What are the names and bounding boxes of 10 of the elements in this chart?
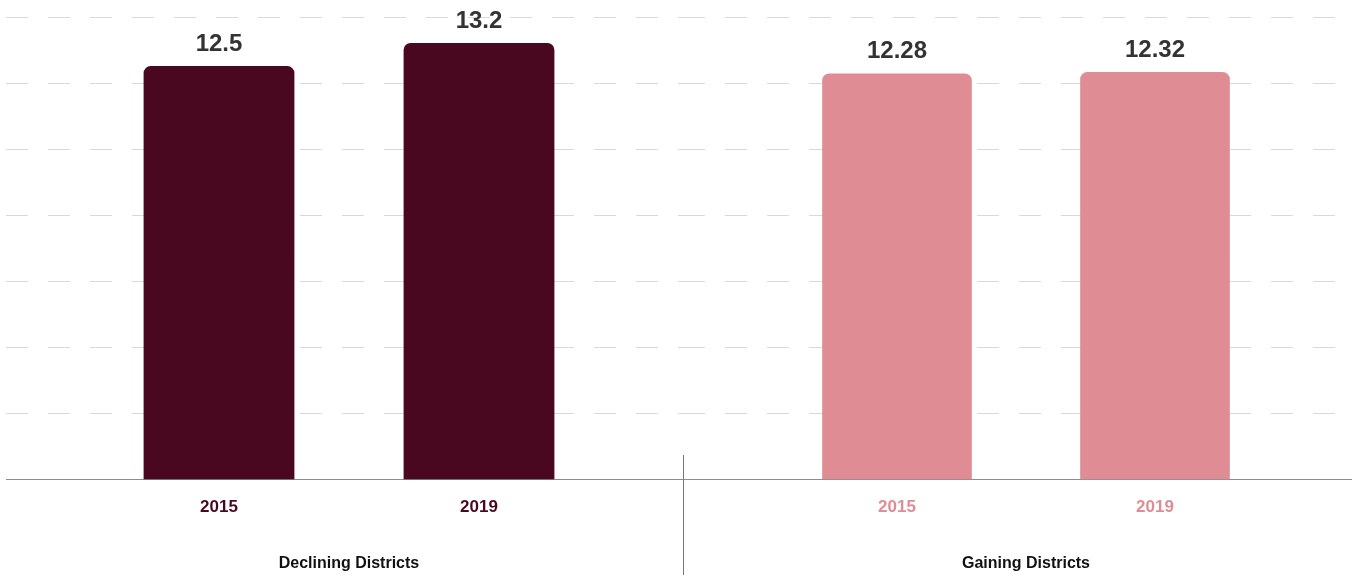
x-tick-label: 2019 [460,497,498,517]
data-label: 12.28 [866,36,928,64]
x-tick-label: 2019 [1136,497,1174,517]
x-tick-label: 2015 [200,497,238,517]
data-label: 12.32 [1124,34,1186,62]
data-label: 12.5 [195,28,243,56]
x-tick-label: 2015 [878,497,916,517]
x-axis-title: Gaining Districts [961,553,1091,571]
x-axis-title: Declining Districts [278,553,420,571]
data-label: 13.2 [455,5,503,33]
